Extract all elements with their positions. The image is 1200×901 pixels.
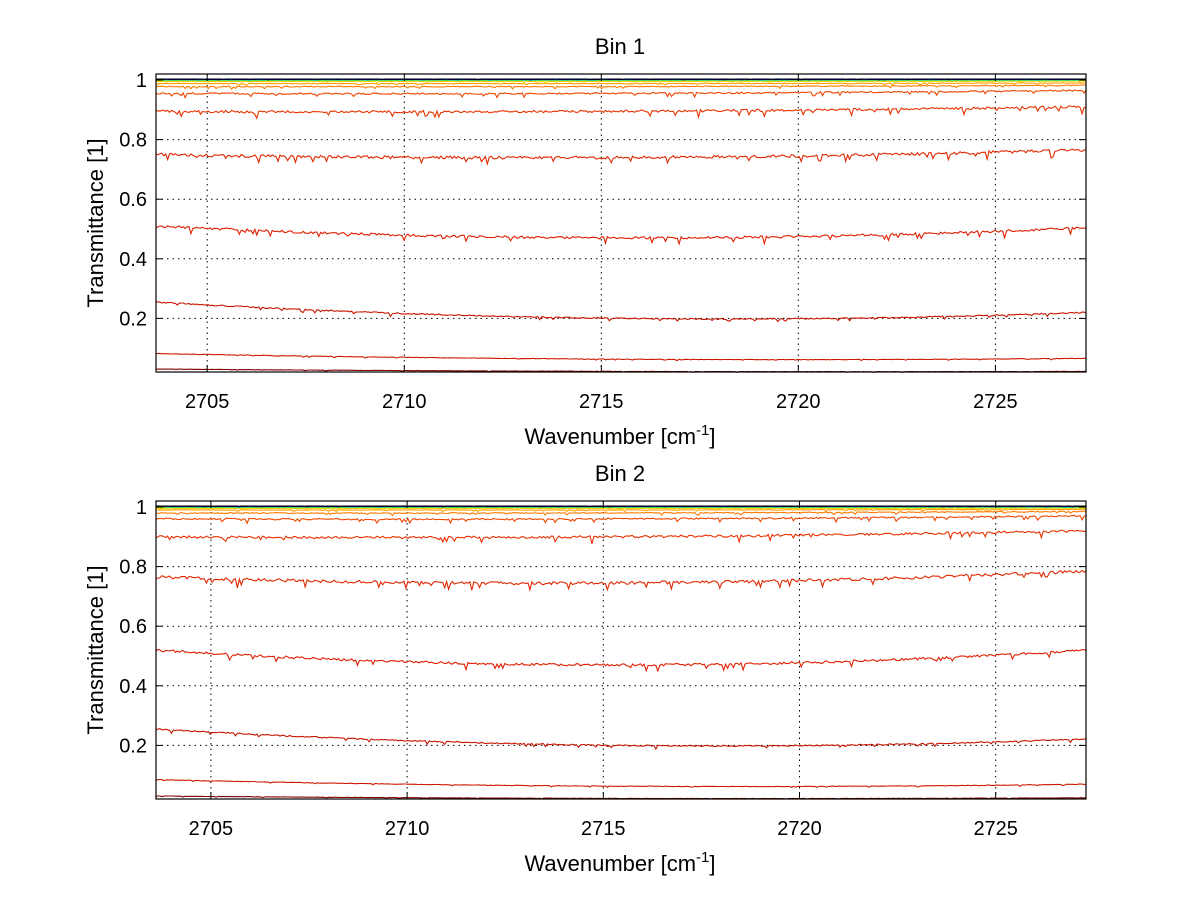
series-line-s5 <box>155 148 1087 166</box>
series-line-s6 <box>155 529 1087 544</box>
x-axis-label-end: ] <box>709 424 715 449</box>
series-line-s3 <box>156 301 1087 323</box>
x-axis-label-text: Wavenumber [cm <box>524 851 696 876</box>
y-tick-label: 1 <box>136 70 147 92</box>
y-tick-label: 0.2 <box>119 735 147 757</box>
series-line-s7 <box>155 514 1087 525</box>
x-tick-label: 2705 <box>185 391 230 413</box>
x-tick-label: 2705 <box>189 818 234 840</box>
series-line-s7 <box>155 89 1087 99</box>
y-axis-label: Transmittance [1] <box>83 138 108 307</box>
x-axis-label-end: ] <box>709 851 715 876</box>
y-tick-label: 0.4 <box>119 676 147 698</box>
series-line-s6 <box>155 105 1086 120</box>
x-tick-label: 2725 <box>973 818 1018 840</box>
series-group <box>155 78 1087 373</box>
series-line-s12 <box>156 79 1087 82</box>
x-tick-labels: 2705 2710 2715 2720 2725 <box>189 818 1018 840</box>
y-tick-labels: 0.2 0.4 0.6 0.8 1 <box>119 497 147 757</box>
x-tick-labels: 2705 2710 2715 2720 2725 <box>185 391 1018 413</box>
grid <box>156 74 1086 372</box>
y-tick-label: 0.2 <box>119 308 147 330</box>
y-tick-label: 0.6 <box>119 616 147 638</box>
subplot-bin-1: Bin 1 2705 2710 2715 2720 2725 0.2 0.4 0.6 0.8 1… <box>83 34 1087 449</box>
x-axis-label-superscript: -1 <box>696 849 709 866</box>
x-tick-label: 2720 <box>777 818 822 840</box>
series-line-s8 <box>156 510 1087 517</box>
plot-area <box>155 500 1087 800</box>
y-tick-label: 0.8 <box>119 557 147 579</box>
series-line-s3 <box>155 728 1087 751</box>
y-tick-label: 0.4 <box>119 249 147 271</box>
ticks <box>156 501 1086 799</box>
plot-area <box>155 73 1087 373</box>
series-line-s2 <box>155 778 1087 789</box>
x-axis-label: Wavenumber [cm-1] <box>524 422 715 449</box>
series-line-s12 <box>156 506 1087 509</box>
chart-title: Bin 1 <box>595 34 645 59</box>
series-line-s4 <box>155 648 1087 673</box>
x-tick-label: 2720 <box>776 391 821 413</box>
series-group <box>155 505 1087 800</box>
x-axis-label-superscript: -1 <box>696 422 709 439</box>
ticks <box>156 74 1086 372</box>
series-line-s2 <box>155 352 1087 362</box>
grid <box>156 501 1086 799</box>
x-tick-label: 2710 <box>385 818 430 840</box>
x-tick-label: 2710 <box>382 391 427 413</box>
series-line-s10 <box>155 80 1087 84</box>
y-tick-label: 0.6 <box>119 189 147 211</box>
y-tick-labels: 0.2 0.4 0.6 0.8 1 <box>119 70 147 330</box>
x-tick-label: 2715 <box>579 391 624 413</box>
x-tick-label: 2715 <box>581 818 626 840</box>
series-line-s9 <box>155 82 1087 86</box>
y-tick-label: 0.8 <box>119 130 147 152</box>
series-line-s4 <box>155 225 1087 246</box>
chart-title: Bin 2 <box>595 461 645 486</box>
series-line-s8 <box>155 84 1086 90</box>
series-line-s5 <box>155 569 1087 592</box>
subplot-bin-2: Bin 2 2705 2710 2715 2720 2725 0.2 0.4 0.6 0.8 1… <box>83 461 1087 876</box>
y-axis-label: Transmittance [1] <box>83 565 108 734</box>
x-axis-label-text: Wavenumber [cm <box>524 424 696 449</box>
x-tick-label: 2725 <box>973 391 1018 413</box>
y-tick-label: 1 <box>136 497 147 519</box>
x-axis-label: Wavenumber [cm-1] <box>524 849 715 876</box>
